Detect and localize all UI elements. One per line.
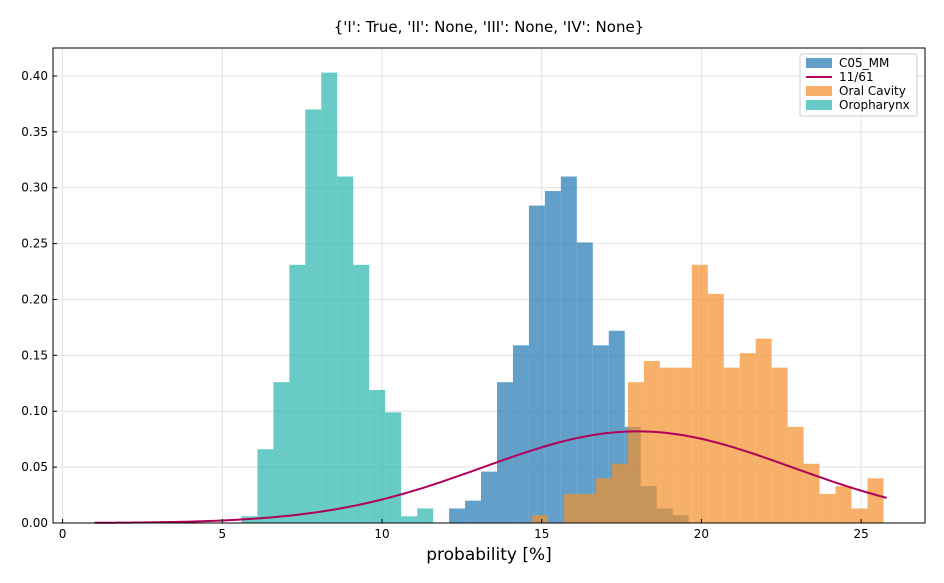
y-tick-label: 0.20 [21,292,48,306]
histogram-bar [707,293,724,523]
histogram-bar [532,515,549,523]
histogram-bar [273,382,290,523]
y-tick-label: 0.25 [21,237,48,251]
histogram-bar [755,338,772,523]
y-tick-label: 0.10 [21,404,48,418]
histogram-bar [576,242,593,523]
fit-curve-line [94,430,887,524]
histogram-bar [787,426,804,523]
legend-label: C05_MM [839,56,889,70]
histogram-bar [417,508,434,523]
chart-title: {'I': True, 'II': None, 'III': None, 'IV… [334,18,644,36]
histogram-bar [321,72,338,524]
axis-ticks: 0 5 10 15 20 25 0.00 0.05 0.10 0.15 0.20 0.25 0.30 0.… [21,69,868,541]
histogram-bar [596,478,612,523]
histogram-bar [739,353,756,523]
x-tick-label: 25 [853,527,868,541]
histogram-bar [659,367,676,523]
histogram-bar [465,500,482,523]
histogram-bar [835,486,852,523]
histogram-bar [353,264,370,523]
legend-swatch [806,100,832,110]
histogram-bar [691,264,708,523]
y-tick-label: 0.40 [21,69,48,83]
fit-curve-layer [94,430,887,524]
histogram-bar [643,360,660,523]
histogram-bar [481,471,497,523]
histogram-bar [580,493,597,523]
series-oral-cavity [532,264,884,523]
histogram-bar [560,176,577,523]
grid-lines [53,48,925,524]
histogram-bar [337,176,354,523]
legend-swatch [806,58,832,68]
x-tick-label: 15 [534,527,549,541]
y-tick-label: 0.15 [21,348,48,362]
histogram-bar [528,205,545,523]
histogram-bar [496,382,513,523]
y-tick-label: 0.05 [21,460,48,474]
legend-swatch [806,86,832,96]
histogram-bar [675,367,692,523]
y-tick-label: 0.30 [21,181,48,195]
histogram-bar [544,191,561,523]
histogram-bar [385,412,402,523]
histogram-bar [851,508,868,523]
histogram-bar [369,390,386,523]
legend-label: Oropharynx [839,98,910,112]
series-oropharynx [241,72,434,524]
histogram-bar [564,493,581,523]
histogram-bar [257,449,274,523]
plot-area-frame [52,47,926,524]
x-tick-label: 20 [694,527,709,541]
histogram-bar [305,109,322,524]
x-axis-label: probability [%] [426,545,552,565]
x-tick-label: 10 [374,527,389,541]
histogram-bars [241,72,884,524]
legend-label: Oral Cavity [839,84,906,98]
histogram-bar [289,264,306,523]
x-tick-label: 5 [218,527,226,541]
histogram-bar [611,463,628,523]
histogram-bar [627,382,644,523]
legend-label: 11/61 [839,70,874,84]
histogram-bar [401,516,418,523]
histogram-bar [723,367,740,523]
y-tick-label: 0.00 [21,516,48,530]
histogram-bar [819,493,836,523]
histogram-bar [449,508,466,523]
histogram-bar [512,345,529,523]
y-tick-label: 0.35 [21,125,48,139]
x-tick-label: 0 [59,527,67,541]
histogram-bar [803,463,820,523]
histogram-bar [771,367,788,523]
histogram-bar [867,478,884,523]
